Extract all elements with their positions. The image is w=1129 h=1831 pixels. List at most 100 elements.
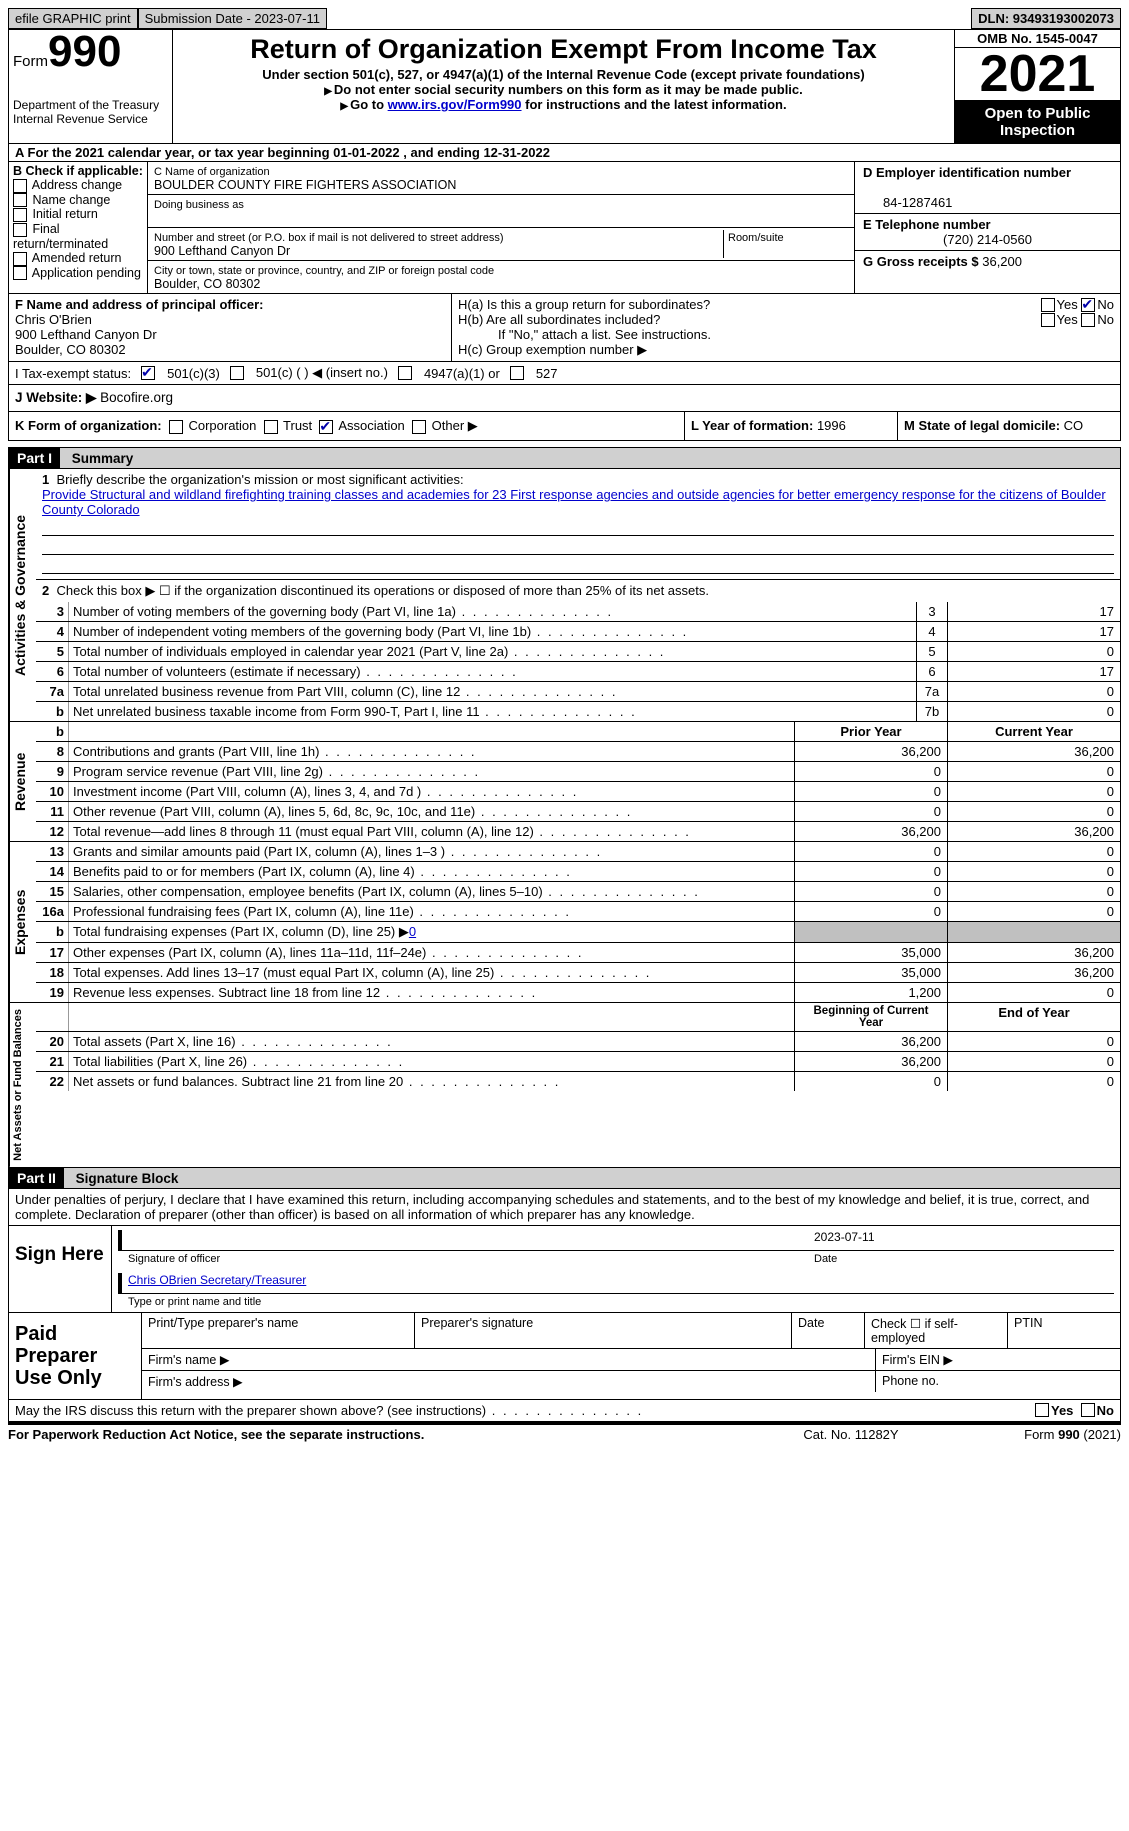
dept-treasury: Department of the Treasury [13, 98, 168, 112]
cb-corp[interactable] [169, 420, 183, 434]
prior-year-hdr: Prior Year [794, 722, 947, 741]
city-state-zip: Boulder, CO 80302 [154, 277, 260, 291]
section-c: C Name of organization BOULDER COUNTY FI… [148, 162, 854, 293]
cb-501c[interactable] [230, 366, 244, 380]
org-name: BOULDER COUNTY FIRE FIGHTERS ASSOCIATION [154, 178, 456, 192]
k-corp: Corporation [188, 418, 256, 433]
rev-line-11: 11Other revenue (Part VIII, column (A), … [36, 802, 1120, 822]
exp-line-13: 13Grants and similar amounts paid (Part … [36, 842, 1120, 862]
cb-initial-return[interactable] [13, 208, 27, 222]
section-b-label: B Check if applicable: [13, 164, 143, 178]
exp-line-b: bTotal fundraising expenses (Part IX, co… [36, 922, 1120, 943]
mission-text[interactable]: Provide Structural and wildland firefigh… [42, 487, 1106, 517]
status-4947a1: 4947(a)(1) or [424, 366, 500, 381]
header-left: Form990 Department of the Treasury Inter… [9, 30, 173, 143]
vlabel-expenses: Expenses [9, 842, 36, 1002]
signature-declaration: Under penalties of perjury, I declare th… [9, 1189, 1120, 1225]
ptin-label: PTIN [1008, 1313, 1120, 1348]
exp-line-16a: 16aProfessional fundraising fees (Part I… [36, 902, 1120, 922]
gross-label: G Gross receipts $ [863, 254, 982, 269]
phone-value: (720) 214-0560 [863, 232, 1112, 247]
preparer-name-label: Print/Type preparer's name [142, 1313, 415, 1348]
net-header: Beginning of Current Year End of Year [36, 1003, 1120, 1032]
gov-line-7b: bNet unrelated business taxable income f… [36, 702, 1120, 721]
k-trust: Trust [283, 418, 312, 433]
exp-line-14: 14Benefits paid to or for members (Part … [36, 862, 1120, 882]
cb-amended-return[interactable] [13, 252, 27, 266]
section-b: B Check if applicable: Address change Na… [9, 162, 148, 293]
net-line-21: 21Total liabilities (Part X, line 26)36,… [36, 1052, 1120, 1072]
tax-year-begin: 01-01-2022 [333, 145, 400, 160]
end-year-hdr: End of Year [947, 1003, 1120, 1031]
form-word: Form [13, 53, 48, 70]
section-f: F Name and address of principal officer:… [9, 294, 452, 361]
ein-value: 84-1287461 [863, 195, 952, 210]
tax-year-end: 12-31-2022 [483, 145, 550, 160]
cb-501c3[interactable] [141, 366, 155, 380]
cb-assoc[interactable] [319, 420, 333, 434]
cb-discuss-no[interactable] [1081, 1403, 1095, 1417]
gov-line-6: 6Total number of volunteers (estimate if… [36, 662, 1120, 682]
status-501c3: 501(c)(3) [167, 366, 220, 381]
cb-527[interactable] [510, 366, 524, 380]
current-year-hdr: Current Year [947, 722, 1120, 741]
discuss-no: No [1097, 1403, 1114, 1418]
cb-4947a1[interactable] [398, 366, 412, 380]
cb-other[interactable] [412, 420, 426, 434]
officer-label: F Name and address of principal officer: [15, 297, 264, 312]
line-a: A For the 2021 calendar year, or tax yea… [8, 144, 1121, 162]
begin-year-hdr: Beginning of Current Year [794, 1003, 947, 1031]
submission-date: Submission Date - 2023-07-11 [138, 8, 327, 29]
cb-application-pending[interactable] [13, 266, 27, 280]
net-assets-section: Net Assets or Fund Balances Beginning of… [8, 1003, 1121, 1168]
phone-label: E Telephone number [863, 217, 991, 232]
cb-hb-no[interactable] [1081, 313, 1095, 327]
vlabel-net-assets: Net Assets or Fund Balances [9, 1003, 36, 1167]
tax-year: 2021 [955, 48, 1120, 101]
part2-title: Signature Block [68, 1169, 187, 1188]
expenses-section: Expenses 13Grants and similar amounts pa… [8, 842, 1121, 1003]
opt-application-pending: Application pending [32, 266, 141, 280]
page-footer: For Paperwork Reduction Act Notice, see … [8, 1425, 1121, 1442]
cb-final-return[interactable] [13, 223, 27, 237]
officer-name: Chris O'Brien [15, 312, 92, 327]
form-number: 990 [48, 27, 121, 76]
officer-signed-name[interactable]: Chris OBrien Secretary/Treasurer [128, 1273, 306, 1287]
hb-yes: Yes [1057, 312, 1078, 327]
part2-header: Part II Signature Block [8, 1168, 1121, 1189]
cb-address-change[interactable] [13, 179, 27, 193]
ha-yes: Yes [1057, 297, 1078, 312]
line2-text: Check this box ▶ ☐ if the organization d… [56, 583, 709, 598]
line1-num: 1 [42, 472, 49, 487]
cb-name-change[interactable] [13, 193, 27, 207]
cb-ha-yes[interactable] [1041, 298, 1055, 312]
net-line-20: 20Total assets (Part X, line 16)36,2000 [36, 1032, 1120, 1052]
hb-note: If "No," attach a list. See instructions… [458, 327, 1114, 342]
irs-link[interactable]: www.irs.gov/Form990 [388, 97, 522, 112]
line1-label: Briefly describe the organization's miss… [56, 472, 463, 487]
cb-trust[interactable] [264, 420, 278, 434]
status-527: 527 [536, 366, 558, 381]
street-address: 900 Lefthand Canyon Dr [154, 244, 290, 258]
cb-discuss-yes[interactable] [1035, 1403, 1049, 1417]
city-label: City or town, state or province, country… [154, 265, 494, 277]
tax-status-row: I Tax-exempt status: 501(c)(3) 501(c) ( … [8, 362, 1121, 385]
cb-hb-yes[interactable] [1041, 313, 1055, 327]
signature-block: Under penalties of perjury, I declare th… [8, 1189, 1121, 1313]
gov-line-3: 3Number of voting members of the governi… [36, 602, 1120, 622]
rev-line-12: 12Total revenue—add lines 8 through 11 (… [36, 822, 1120, 841]
officer-city: Boulder, CO 80302 [15, 342, 126, 357]
opt-address-change: Address change [32, 178, 122, 192]
vlabel-governance: Activities & Governance [9, 469, 36, 721]
header-mid: Return of Organization Exempt From Incom… [173, 30, 954, 143]
phone-no-label: Phone no. [876, 1371, 1120, 1392]
cb-ha-no[interactable] [1081, 298, 1095, 312]
revenue-section: Revenue b Prior Year Current Year 8Contr… [8, 722, 1121, 842]
website-value: Bocofire.org [100, 390, 173, 406]
line-2: 2 Check this box ▶ ☐ if the organization… [36, 579, 1120, 602]
hb-no: No [1097, 312, 1114, 327]
line-a-pre: A For the 2021 calendar year, or tax yea… [15, 145, 333, 160]
part1-header: Part I Summary [8, 447, 1121, 469]
rev-line-8: 8Contributions and grants (Part VIII, li… [36, 742, 1120, 762]
rev-line-9: 9Program service revenue (Part VIII, lin… [36, 762, 1120, 782]
